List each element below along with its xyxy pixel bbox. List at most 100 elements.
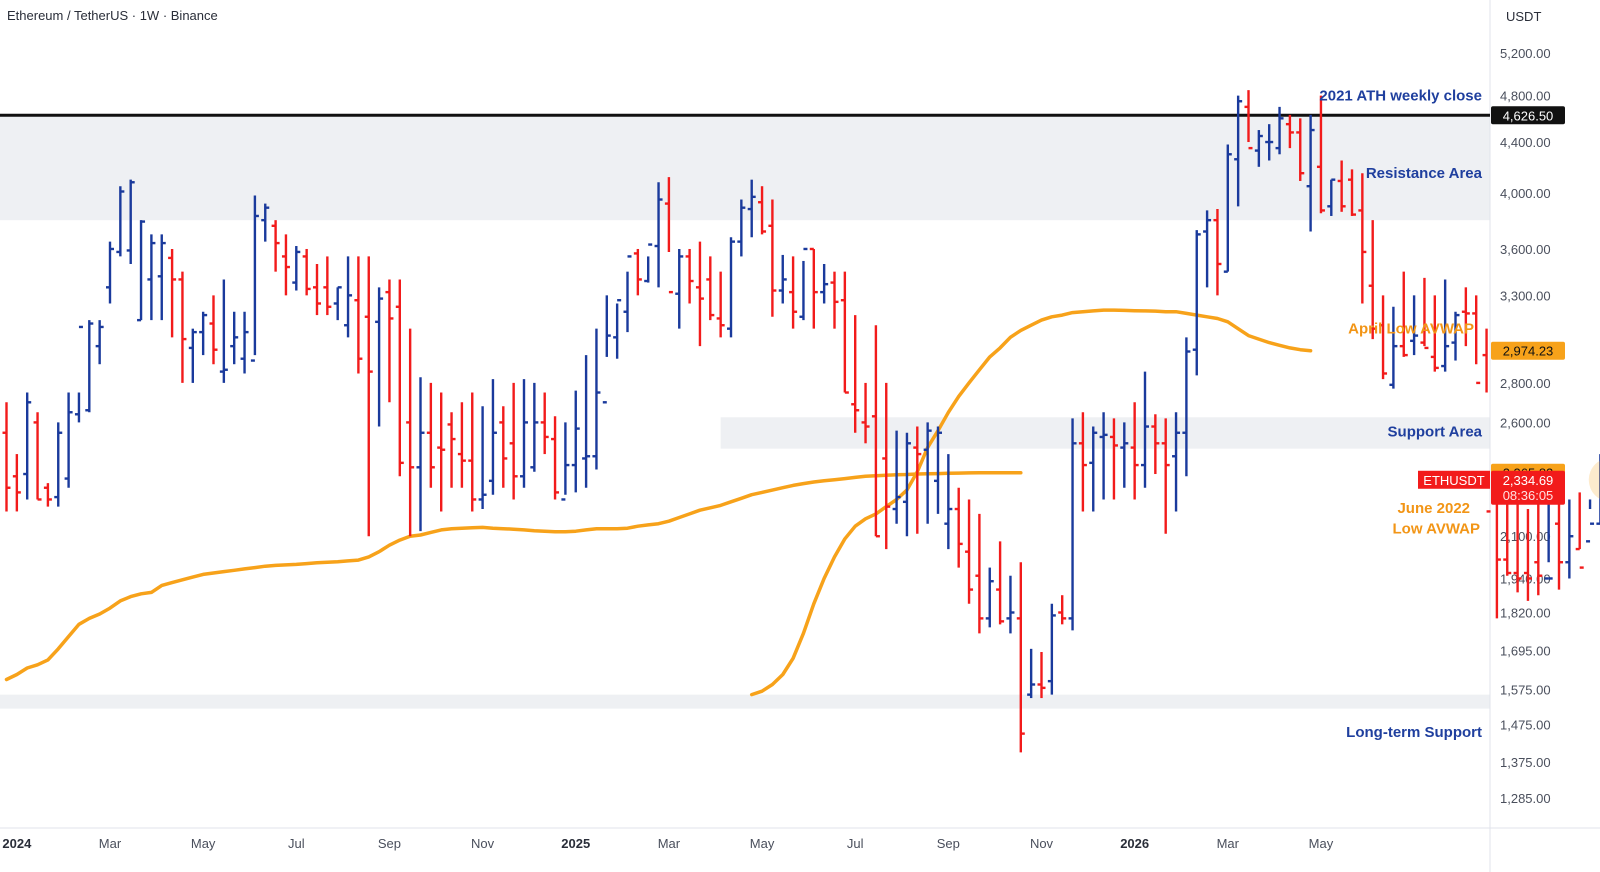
x-tick-label: May <box>191 836 216 851</box>
symbol-tag-bg <box>1418 470 1490 489</box>
ohlc-bar <box>313 263 321 316</box>
ohlc-bar <box>416 377 425 532</box>
ohlc-bar <box>478 406 487 510</box>
y-tick-label: 5,200.00 <box>1500 46 1551 61</box>
ohlc-bar <box>861 382 870 444</box>
annotation-long-term-support: Long-term Support <box>1346 724 1482 741</box>
ohlc-bar <box>1306 114 1315 232</box>
x-tick-label: Nov <box>471 836 495 851</box>
ohlc-bar <box>1410 295 1419 356</box>
y-tick-label: 4,800.00 <box>1500 89 1551 104</box>
ohlc-bar <box>540 392 549 455</box>
ohlc-bar <box>1337 160 1346 212</box>
ohlc-bar <box>323 256 332 316</box>
ohlc-bar <box>613 299 622 359</box>
ohlc-bar <box>871 325 880 538</box>
ohlc-bar <box>1109 418 1118 500</box>
ohlc-bar <box>354 256 363 374</box>
ohlc-bar <box>996 541 1005 625</box>
x-tick-label: Mar <box>658 836 681 851</box>
x-tick-label: 2026 <box>1120 836 1149 851</box>
x-tick-label: Jul <box>847 836 864 851</box>
y-tick-label: 1,475.00 <box>1500 718 1551 733</box>
x-tick-label: Mar <box>99 836 122 851</box>
ohlc-bar <box>499 406 508 488</box>
ohlc-bar <box>54 422 63 507</box>
ohlc-bar <box>1089 426 1098 512</box>
last-price-highlight <box>1588 460 1600 499</box>
ohlc-bar <box>1461 287 1470 347</box>
ohlc-bar <box>12 454 21 512</box>
ohlc-bar <box>468 392 477 512</box>
ohlc-bar <box>261 203 270 242</box>
ohlc-bar <box>706 256 715 321</box>
ohlc-bar <box>623 255 632 333</box>
ohlc-bar <box>747 179 756 238</box>
ohlc-bar <box>1254 130 1263 167</box>
ohlc-bar <box>509 382 518 500</box>
ohlc-bar <box>840 271 849 394</box>
x-tick-label: May <box>750 836 775 851</box>
x-tick-label: Jul <box>288 836 305 851</box>
ohlc-bar <box>1430 295 1439 372</box>
x-tick-label: 2024 <box>2 836 32 851</box>
ohlc-bar <box>1120 422 1129 488</box>
ohlc-bar <box>447 412 456 488</box>
y-tick-label: 1,575.00 <box>1500 683 1551 698</box>
ohlc-bar <box>85 320 94 413</box>
ohlc-bar <box>820 263 829 304</box>
ohlc-bar <box>1265 124 1274 161</box>
chart-header-title: Ethereum / TetherUS · 1W · Binance <box>7 8 218 23</box>
y-tick-label: 4,000.00 <box>1500 186 1551 201</box>
ohlc-bar <box>302 248 311 296</box>
ohlc-bar <box>778 254 787 304</box>
ohlc-bar <box>1586 499 1595 543</box>
x-tick-label: Nov <box>1030 836 1054 851</box>
ohlc-bar <box>209 295 218 365</box>
april-low-avwap-line <box>749 308 1313 697</box>
ohlc-bar <box>695 241 704 347</box>
ohlc-bar <box>1192 230 1201 376</box>
ohlc-bar <box>923 422 932 524</box>
ohlc-bar <box>685 248 694 304</box>
ohlc-bar <box>426 382 435 488</box>
ohlc-bar <box>944 454 953 550</box>
ohlc-bar <box>737 199 746 257</box>
annotation-april-low-avwap: April Low AVWAP <box>1348 321 1474 338</box>
ohlc-bar <box>1172 412 1181 512</box>
avwap-layer <box>4 308 1313 697</box>
last-price-label: 2,334.69 <box>1503 473 1554 488</box>
ohlc-bar <box>488 379 497 495</box>
ohlc-bar <box>457 402 466 488</box>
bars-layer <box>2 90 1600 753</box>
ohlc-bar <box>727 237 735 338</box>
ohlc-bar <box>375 287 384 427</box>
ohlc-bar <box>1141 371 1149 488</box>
ohlc-bar <box>116 186 125 257</box>
ohlc-bar <box>1513 499 1522 593</box>
ohlc-bar <box>1523 509 1532 601</box>
ohlc-bar <box>1420 277 1429 350</box>
ohlc-bar <box>716 271 725 338</box>
y-tick-label: 2,800.00 <box>1500 376 1551 391</box>
ohlc-bar <box>675 248 684 329</box>
ohlc-bar <box>602 295 611 404</box>
ohlc-bar <box>851 315 860 433</box>
ohlc-bar <box>344 256 353 338</box>
ohlc-bar <box>768 199 777 317</box>
ohlc-bar <box>23 392 32 500</box>
y-tick-label: 4,400.00 <box>1500 135 1551 150</box>
ohlc-bar <box>33 412 42 501</box>
ohlc-bar <box>644 243 653 283</box>
zone-band <box>720 417 1490 449</box>
ohlc-bar <box>43 483 52 507</box>
symbol-tag-label: ETHUSDT <box>1423 473 1484 488</box>
annotation-2021-ath-weekly-close: 2021 ATH weekly close <box>1319 88 1482 105</box>
ohlc-bar <box>2 402 11 512</box>
ohlc-bar <box>1006 575 1015 634</box>
ohlc-bar <box>1182 337 1191 477</box>
ohlc-bar <box>520 379 528 488</box>
ohlc-bar <box>882 382 891 550</box>
ohlc-bar <box>1037 651 1046 699</box>
